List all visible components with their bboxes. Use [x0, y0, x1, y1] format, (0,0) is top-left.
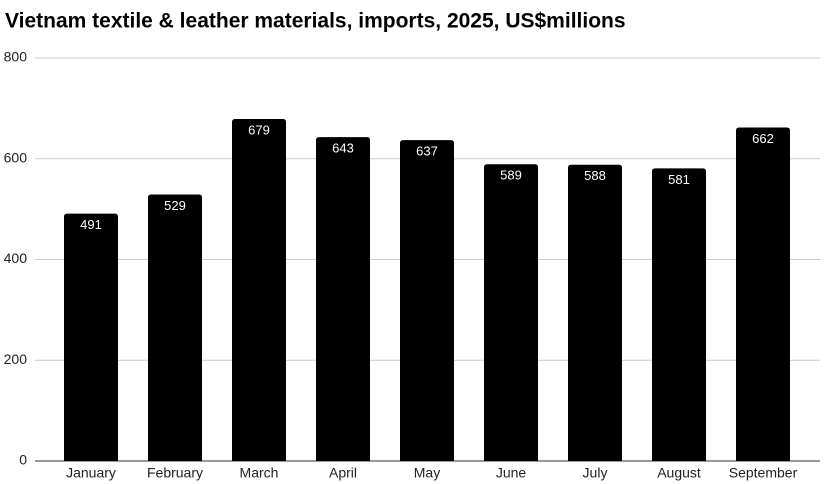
- y-tick-label: 0: [19, 452, 27, 468]
- bar: [232, 118, 286, 462]
- value-label: 643: [332, 141, 354, 156]
- value-label: 662: [752, 131, 774, 146]
- value-label: 637: [416, 144, 438, 159]
- value-label: 588: [584, 168, 606, 183]
- value-label: 581: [668, 172, 690, 187]
- x-tick-label: January: [66, 465, 116, 481]
- bar: [568, 164, 622, 462]
- bar: [64, 213, 118, 461]
- value-label: 679: [248, 122, 270, 137]
- x-tick-label: April: [329, 465, 357, 481]
- x-tick-label: March: [240, 465, 279, 481]
- bar: [400, 140, 454, 461]
- value-label: 529: [164, 198, 186, 213]
- x-tick-label: June: [496, 465, 527, 481]
- x-tick-label: September: [729, 465, 798, 481]
- bar: [484, 164, 538, 461]
- bar: [652, 168, 706, 462]
- x-tick-label: February: [147, 465, 203, 481]
- bar: [316, 137, 370, 461]
- y-tick-label: 400: [4, 250, 28, 266]
- value-label: 589: [500, 168, 522, 183]
- chart-title: Vietnam textile & leather materials, imp…: [5, 10, 626, 33]
- y-tick-label: 200: [4, 351, 28, 367]
- value-label: 491: [80, 217, 102, 232]
- y-tick-label: 800: [4, 49, 28, 65]
- bar: [736, 127, 790, 461]
- x-tick-label: August: [657, 465, 701, 481]
- x-tick-label: July: [583, 465, 608, 481]
- x-tick-label: May: [414, 465, 440, 481]
- bar: [148, 194, 202, 462]
- y-tick-label: 600: [4, 149, 28, 165]
